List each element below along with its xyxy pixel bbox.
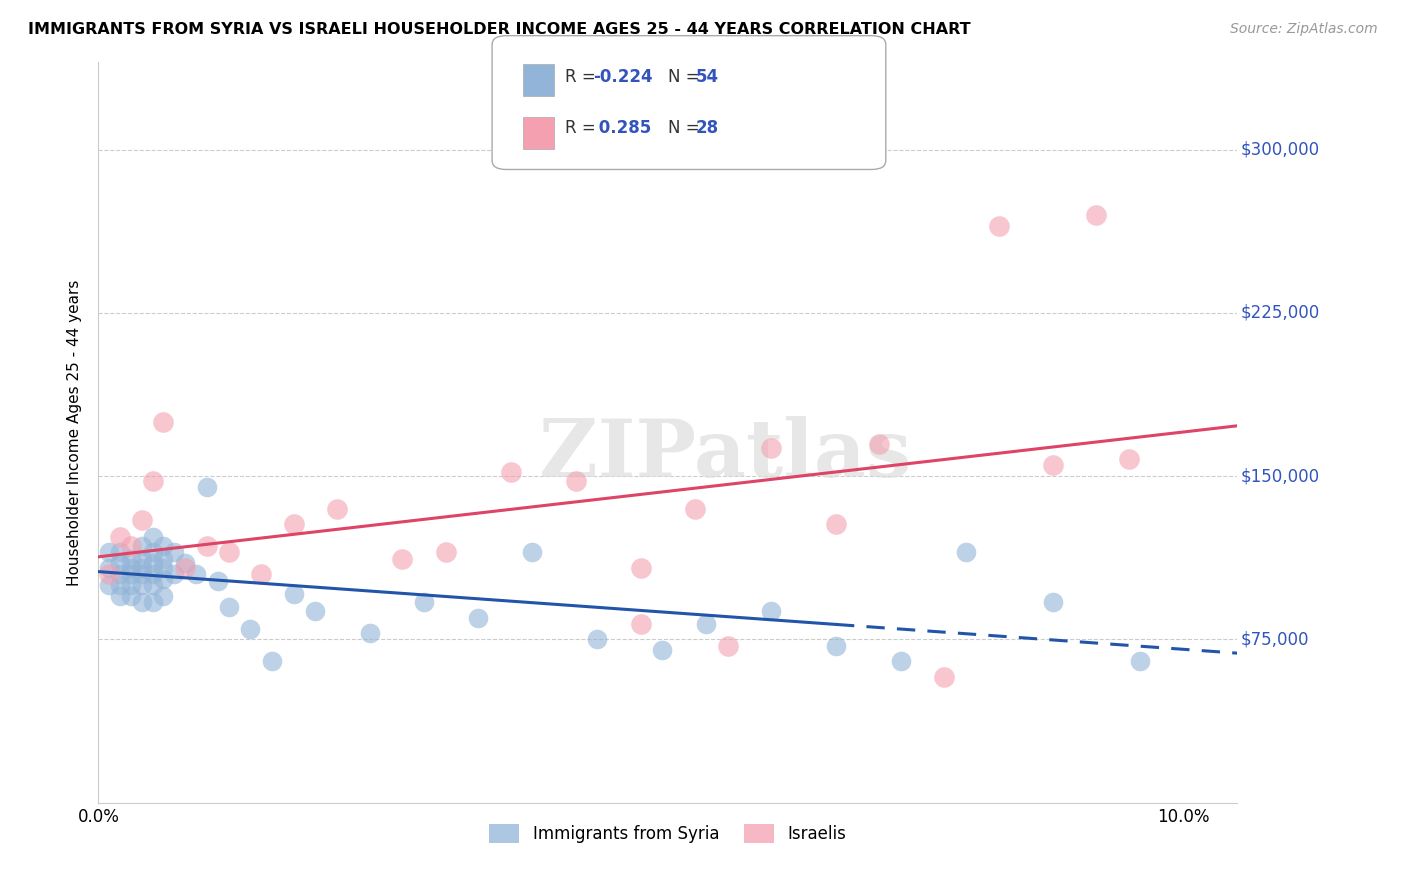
Point bbox=[825, 639, 848, 653]
Point bbox=[120, 560, 142, 574]
Text: IMMIGRANTS FROM SYRIA VS ISRAELI HOUSEHOLDER INCOME AGES 25 - 44 YEARS CORRELATI: IMMIGRANTS FROM SYRIA VS ISRAELI HOUSEHO… bbox=[28, 22, 970, 37]
Point bbox=[163, 567, 186, 582]
Point bbox=[108, 578, 131, 592]
Point bbox=[586, 632, 609, 647]
Point bbox=[174, 556, 197, 570]
Text: $300,000: $300,000 bbox=[1240, 141, 1320, 159]
Point bbox=[152, 552, 174, 566]
Text: $75,000: $75,000 bbox=[1240, 631, 1309, 648]
Point bbox=[142, 567, 165, 582]
Point bbox=[131, 567, 153, 582]
Point bbox=[1042, 595, 1064, 609]
Point bbox=[131, 513, 153, 527]
Legend: Immigrants from Syria, Israelis: Immigrants from Syria, Israelis bbox=[482, 817, 853, 850]
Point bbox=[218, 599, 240, 614]
Point bbox=[98, 560, 121, 574]
Point bbox=[868, 436, 890, 450]
Point bbox=[218, 545, 240, 559]
Point bbox=[1118, 451, 1140, 466]
Point bbox=[283, 587, 305, 601]
Text: R =: R = bbox=[565, 120, 602, 137]
Point bbox=[207, 574, 229, 588]
Point bbox=[131, 560, 153, 574]
Point bbox=[152, 539, 174, 553]
Point bbox=[283, 517, 305, 532]
Point bbox=[152, 589, 174, 603]
Point bbox=[630, 560, 652, 574]
Point bbox=[98, 578, 121, 592]
Point bbox=[142, 545, 165, 559]
Point bbox=[163, 545, 186, 559]
Text: N =: N = bbox=[668, 68, 704, 86]
Point bbox=[683, 501, 706, 516]
Point bbox=[142, 530, 165, 544]
Point bbox=[630, 617, 652, 632]
Text: Source: ZipAtlas.com: Source: ZipAtlas.com bbox=[1230, 22, 1378, 37]
Point bbox=[434, 545, 457, 559]
Point bbox=[195, 539, 218, 553]
Point bbox=[152, 572, 174, 586]
Point bbox=[260, 654, 283, 668]
Point bbox=[120, 552, 142, 566]
Point bbox=[239, 622, 262, 636]
Point bbox=[120, 589, 142, 603]
Text: $225,000: $225,000 bbox=[1240, 304, 1320, 322]
Point bbox=[120, 539, 142, 553]
Point bbox=[1042, 458, 1064, 473]
Point bbox=[716, 639, 738, 653]
Text: 28: 28 bbox=[696, 120, 718, 137]
Point bbox=[174, 560, 197, 574]
Point bbox=[651, 643, 673, 657]
Point bbox=[1129, 654, 1152, 668]
Text: $150,000: $150,000 bbox=[1240, 467, 1320, 485]
Point bbox=[759, 604, 782, 618]
Point bbox=[934, 669, 956, 683]
Point bbox=[108, 567, 131, 582]
Point bbox=[391, 552, 413, 566]
Point bbox=[120, 578, 142, 592]
Y-axis label: Householder Income Ages 25 - 44 years: Householder Income Ages 25 - 44 years bbox=[67, 279, 83, 586]
Point bbox=[108, 556, 131, 570]
Point bbox=[522, 545, 544, 559]
Point bbox=[955, 545, 977, 559]
Point bbox=[412, 595, 434, 609]
Point bbox=[250, 567, 273, 582]
Point bbox=[564, 474, 586, 488]
Point bbox=[142, 595, 165, 609]
Point bbox=[695, 617, 717, 632]
Point bbox=[131, 595, 153, 609]
Point bbox=[326, 501, 349, 516]
Point bbox=[142, 474, 165, 488]
Text: 0.285: 0.285 bbox=[593, 120, 651, 137]
Text: 54: 54 bbox=[696, 68, 718, 86]
Point bbox=[108, 545, 131, 559]
Point bbox=[825, 517, 848, 532]
Point bbox=[131, 539, 153, 553]
Point bbox=[195, 480, 218, 494]
Point bbox=[108, 589, 131, 603]
Point bbox=[142, 556, 165, 570]
Point bbox=[131, 578, 153, 592]
Point bbox=[98, 545, 121, 559]
Point bbox=[131, 552, 153, 566]
Point bbox=[120, 567, 142, 582]
Point bbox=[890, 654, 912, 668]
Text: -0.224: -0.224 bbox=[593, 68, 652, 86]
Text: N =: N = bbox=[668, 120, 704, 137]
Point bbox=[359, 626, 381, 640]
Point bbox=[759, 441, 782, 455]
Point bbox=[152, 415, 174, 429]
Point bbox=[467, 610, 489, 624]
Point bbox=[499, 465, 522, 479]
Point bbox=[304, 604, 326, 618]
Point bbox=[987, 219, 1010, 233]
Point bbox=[1085, 208, 1108, 222]
Text: ZIPatlas: ZIPatlas bbox=[538, 416, 911, 494]
Text: R =: R = bbox=[565, 68, 602, 86]
Point bbox=[152, 560, 174, 574]
Point bbox=[98, 567, 121, 582]
Point bbox=[184, 567, 207, 582]
Point bbox=[142, 578, 165, 592]
Point bbox=[108, 530, 131, 544]
